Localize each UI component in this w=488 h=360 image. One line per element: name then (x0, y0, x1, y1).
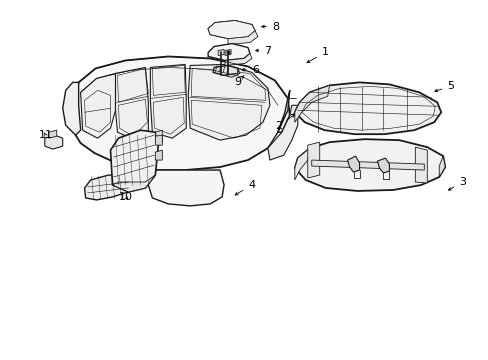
Polygon shape (155, 135, 162, 145)
Polygon shape (224, 68, 240, 77)
Polygon shape (188, 64, 269, 140)
Polygon shape (110, 130, 158, 192)
Polygon shape (267, 90, 289, 148)
Text: 10: 10 (118, 192, 132, 202)
Text: 4: 4 (235, 180, 255, 195)
Text: 1: 1 (306, 48, 328, 63)
Polygon shape (155, 130, 162, 145)
Polygon shape (294, 148, 309, 180)
Polygon shape (224, 50, 230, 55)
Polygon shape (45, 135, 62, 149)
Polygon shape (213, 66, 238, 75)
Polygon shape (208, 44, 249, 60)
Text: 6: 6 (241, 66, 259, 76)
Polygon shape (294, 85, 329, 122)
Text: 7: 7 (255, 45, 270, 55)
Polygon shape (294, 82, 440, 134)
Polygon shape (224, 54, 251, 66)
Polygon shape (112, 175, 155, 192)
Polygon shape (208, 21, 254, 39)
Polygon shape (208, 21, 254, 39)
Polygon shape (49, 130, 57, 138)
Polygon shape (414, 147, 427, 183)
Text: 9: 9 (234, 76, 244, 87)
Text: 8: 8 (261, 22, 279, 32)
Text: 11: 11 (39, 130, 53, 140)
Polygon shape (347, 156, 359, 172)
Polygon shape (294, 139, 444, 191)
Polygon shape (84, 175, 130, 200)
Polygon shape (218, 50, 224, 55)
Polygon shape (438, 156, 444, 177)
Text: 2: 2 (274, 114, 294, 131)
Polygon shape (62, 82, 81, 135)
Text: 5: 5 (434, 81, 453, 92)
Polygon shape (227, 31, 258, 45)
Polygon shape (311, 160, 424, 170)
Polygon shape (81, 73, 115, 138)
Polygon shape (267, 105, 297, 160)
Polygon shape (148, 170, 224, 206)
Polygon shape (307, 142, 319, 178)
Polygon shape (377, 158, 388, 173)
Polygon shape (150, 64, 186, 138)
Polygon shape (155, 150, 162, 160)
Polygon shape (73, 57, 289, 170)
Polygon shape (115, 67, 148, 140)
Text: 3: 3 (447, 177, 465, 190)
